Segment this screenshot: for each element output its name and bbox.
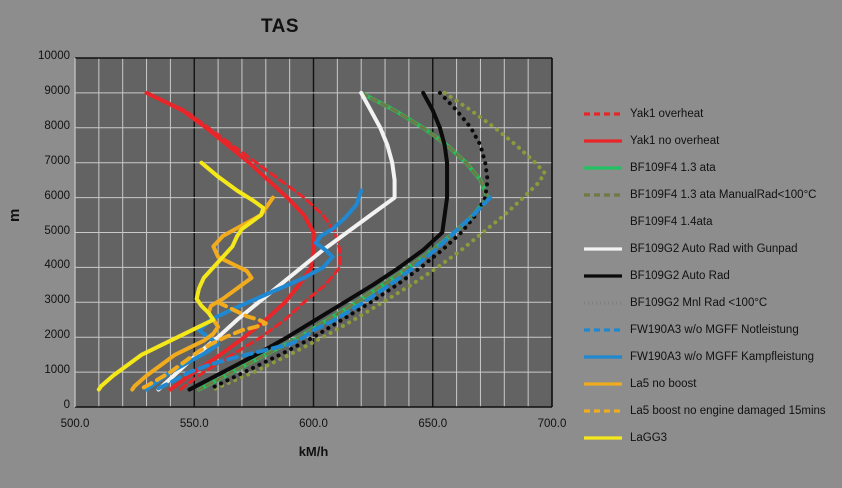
x-tick-label: 700.0: [537, 418, 567, 430]
series-line: [144, 90, 316, 392]
y-axis-ticks: 0 1000 2000 3000 4000 5000 6000 7000 8000 9000 100…: [0, 0, 70, 488]
y-tick-label: 10000: [38, 50, 70, 62]
legend-item: BF109G2 Auto Rad: [583, 262, 838, 289]
legend-item: LaGG3: [583, 424, 838, 451]
legend-item-label: FW190A3 w/o MGFF Kampfleistung: [630, 350, 815, 363]
legend-item-label: BF109G2 Auto Rad: [630, 269, 730, 282]
legend-swatch-icon: [583, 107, 623, 121]
y-tick-label: 0: [63, 399, 70, 411]
legend-item-label: La5 boost no engine damaged 15mins: [630, 404, 826, 417]
series-line: [144, 188, 364, 392]
y-tick-label: 1000: [44, 364, 70, 377]
series-line: [211, 90, 547, 392]
y-tick-label: 5000: [44, 224, 70, 237]
series-line: [137, 300, 268, 392]
y-tick-label: 3000: [44, 294, 70, 307]
y-tick-label: 8000: [44, 119, 70, 132]
legend-item-label: BF109F4 1.3 ata: [630, 161, 716, 174]
legend-item: BF109F4 1.3 ata ManualRad<100°C: [583, 181, 838, 208]
legend-item-label: BF109F4 1.4ata: [630, 215, 713, 228]
y-tick-label: 2000: [44, 329, 70, 342]
legend-swatch-icon: [583, 404, 623, 418]
series-line: [130, 195, 275, 392]
legend-item: BF109G2 Mnl Rad <100°C: [583, 289, 838, 316]
legend-item: Yak1 no overheat: [583, 127, 838, 154]
legend-item: Yak1 overheat: [583, 100, 838, 127]
legend-item-label: BF109G2 Mnl Rad <100°C: [630, 296, 768, 309]
y-tick-label: 9000: [44, 84, 70, 97]
x-axis-label: kM/h: [298, 444, 329, 459]
legend-swatch-icon: [583, 134, 623, 148]
legend-item-label: Yak1 overheat: [630, 107, 704, 120]
legend-swatch-icon: [583, 242, 623, 256]
x-tick-label: 550.0: [179, 418, 209, 430]
legend-swatch-icon: [583, 431, 623, 445]
legend-swatch-icon: [583, 350, 623, 364]
legend-swatch-icon: [583, 215, 623, 229]
x-tick-label: 600.0: [299, 418, 328, 430]
x-tick-label: 650.0: [418, 418, 448, 430]
chart-title: TAS: [260, 16, 300, 37]
y-tick-label: 7000: [44, 154, 70, 167]
legend-item: FW190A3 w/o MGFF Notleistung: [583, 316, 838, 343]
series-line: [206, 90, 490, 392]
legend-item-label: LaGG3: [630, 431, 668, 444]
legend-swatch-icon: [583, 296, 623, 310]
legend-swatch-icon: [583, 269, 623, 283]
legend-item: La5 boost no engine damaged 15mins: [583, 397, 838, 424]
legend-item-label: La5 no boost: [630, 377, 697, 390]
legend-swatch-icon: [583, 377, 623, 391]
legend-swatch-icon: [583, 161, 623, 175]
y-tick-label: 6000: [44, 189, 70, 202]
legend-item: BF109F4 1.3 ata: [583, 154, 838, 181]
series-line: [96, 160, 266, 392]
y-tick-label: 4000: [44, 259, 70, 272]
legend-item: BF109G2 Auto Rad with Gunpad: [583, 235, 838, 262]
legend-item-label: Yak1 no overheat: [630, 134, 720, 147]
legend-item: BF109F4 1.4ata: [583, 208, 838, 235]
series-line: [187, 90, 450, 392]
legend-item-label: BF109G2 Auto Rad with Gunpad: [630, 242, 798, 255]
legend-item-label: BF109F4 1.3 ata ManualRad<100°C: [630, 188, 817, 201]
legend-item: FW190A3 w/o MGFF Kampfleistung: [583, 343, 838, 370]
x-tick-label: 500.0: [60, 418, 90, 430]
chart-legend: Yak1 overheat Yak1 no overheat BF109F4 1.3…: [583, 100, 838, 451]
legend-swatch-icon: [583, 323, 623, 337]
legend-swatch-icon: [583, 188, 623, 202]
legend-item: La5 no boost: [583, 370, 838, 397]
series-line: [154, 195, 492, 392]
legend-item-label: FW190A3 w/o MGFF Notleistung: [630, 323, 799, 336]
